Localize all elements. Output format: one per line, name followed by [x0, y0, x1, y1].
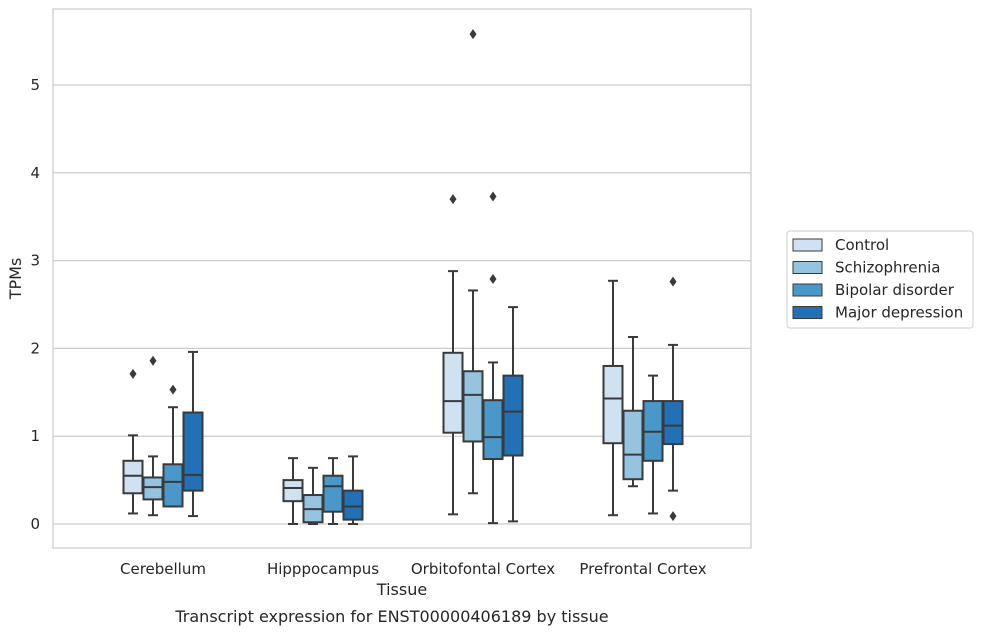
x-tick-label: Hipppocampus: [267, 560, 379, 578]
box-group: [342, 455, 364, 525]
box-group: [182, 350, 204, 518]
box-group: [482, 191, 504, 525]
box-iqr: [462, 370, 484, 443]
legend-swatch: [792, 283, 823, 297]
outlier-point: [489, 191, 497, 202]
legend-item: Schizophrenia: [792, 259, 940, 277]
plot-frame: [52, 8, 752, 549]
legend-label: Schizophrenia: [835, 259, 940, 277]
box-iqr: [282, 479, 304, 503]
tick-layer: 0 1 2 3 4 5 Cerebellum Hipppocampus Orbitofontal…: [30, 76, 706, 578]
legend-item: Major depression: [792, 304, 963, 322]
box-group: [502, 306, 524, 523]
y-tick-label: 0: [30, 515, 40, 533]
y-tick-label: 5: [30, 76, 40, 94]
legend-label: Major depression: [835, 304, 963, 322]
box-iqr: [162, 463, 184, 508]
box-group: [642, 374, 664, 515]
y-tick-label: 2: [30, 339, 40, 357]
legend-item: Control: [792, 236, 889, 254]
box-iqr: [602, 364, 624, 445]
box-group: [122, 368, 144, 515]
outlier-point: [669, 276, 677, 287]
x-axis-label: Tissue: [376, 580, 427, 599]
y-tick-label: 1: [30, 427, 40, 445]
outlier-point: [489, 274, 497, 285]
box-group: [442, 194, 464, 516]
box-layer: [122, 29, 684, 525]
outlier-point: [449, 194, 457, 205]
x-tick-label: Prefrontal Cortex: [579, 560, 706, 578]
figure-caption: Transcript expression for ENST0000040618…: [174, 607, 608, 626]
box-group: [662, 276, 684, 522]
legend-swatch: [792, 261, 823, 274]
legend-item: Bipolar disorder: [792, 281, 955, 299]
legend-label: Bipolar disorder: [835, 281, 955, 299]
legend-swatch: [792, 238, 823, 252]
outlier-point: [669, 511, 677, 522]
outlier-point: [149, 355, 157, 366]
box-iqr: [482, 399, 504, 461]
box-iqr: [662, 400, 684, 446]
box-group: [282, 457, 304, 525]
box-group: [602, 279, 624, 517]
outlier-point: [129, 368, 137, 379]
x-tick-label: Orbitofontal Cortex: [411, 560, 555, 578]
box-iqr: [442, 351, 464, 434]
box-iqr: [622, 409, 644, 481]
grid-layer: [53, 84, 751, 525]
box-iqr: [502, 374, 524, 457]
y-axis-label: TPMs: [6, 258, 25, 301]
outlier-point: [469, 29, 477, 40]
y-tick-label: 3: [30, 252, 40, 270]
y-tick-label: 4: [30, 164, 40, 182]
legend-label: Control: [835, 236, 889, 254]
legend-swatch: [792, 306, 823, 319]
box-iqr: [122, 459, 144, 495]
outlier-point: [169, 384, 177, 395]
box-iqr: [342, 489, 364, 521]
box-iqr: [182, 411, 204, 492]
legend-frame: [786, 230, 974, 329]
legend: Control Schizophrenia Bipolar disorder Majo…: [786, 230, 974, 329]
box-iqr: [142, 476, 164, 501]
x-tick-label: Cerebellum: [120, 560, 206, 578]
box-iqr: [322, 474, 344, 513]
